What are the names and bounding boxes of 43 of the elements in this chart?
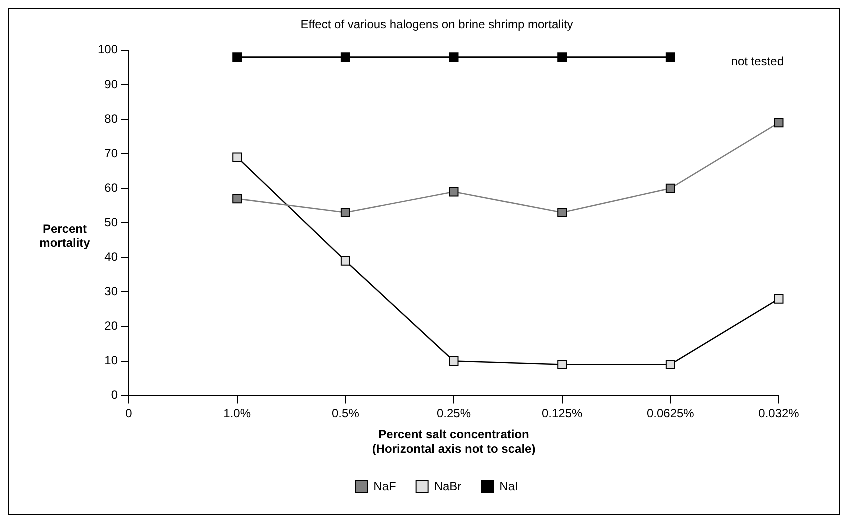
point xyxy=(449,356,459,366)
x-tick-label: 0.125% xyxy=(542,406,584,420)
point xyxy=(666,52,676,62)
y-tick-label: 70 xyxy=(104,146,118,160)
x-tick-label: 0.25% xyxy=(436,406,472,420)
y-tick-label: 40 xyxy=(104,250,118,264)
y-tick-label: 10 xyxy=(104,354,118,368)
y-axis-title: Percent mortality xyxy=(40,222,90,250)
y-tick-label: 60 xyxy=(104,180,118,195)
y-tick-label: 90 xyxy=(104,77,118,92)
point xyxy=(558,52,568,62)
x-axis-title: Percent salt concentration xyxy=(378,428,530,442)
point xyxy=(774,294,784,304)
y-tick-label: 80 xyxy=(104,112,118,126)
y-tick-label: 20 xyxy=(104,319,118,334)
y-tick-label: 100 xyxy=(98,42,118,57)
x-tick-label: 0.032% xyxy=(758,406,800,420)
point xyxy=(558,208,568,218)
point xyxy=(340,256,350,266)
y-tick-label: 0 xyxy=(111,388,118,402)
legend-label: NaF xyxy=(374,479,396,494)
point xyxy=(340,208,350,218)
point xyxy=(449,187,459,197)
chart-title: Effect of various halogens on brine shrimp mortality xyxy=(300,18,574,32)
x-tick-label: 1.0% xyxy=(224,406,252,420)
x-tick-label: 0.0625% xyxy=(646,406,695,420)
x-tick-label: 0 xyxy=(126,406,133,420)
y-tick-label: 50 xyxy=(104,215,118,230)
point xyxy=(666,360,676,370)
legend-label: NaBr xyxy=(434,479,462,494)
x-tick-label: 0.5% xyxy=(332,406,360,420)
point xyxy=(340,52,350,62)
point xyxy=(558,360,568,370)
text: (Horizontal axis not to scale) xyxy=(372,442,536,456)
y-tick-label: 30 xyxy=(104,284,118,298)
point xyxy=(449,52,459,62)
annotation: not tested xyxy=(731,54,784,69)
point xyxy=(666,184,676,194)
point xyxy=(232,194,242,204)
point xyxy=(232,52,242,62)
legend-label: NaI xyxy=(500,479,518,494)
point xyxy=(774,118,784,128)
point xyxy=(232,152,242,162)
